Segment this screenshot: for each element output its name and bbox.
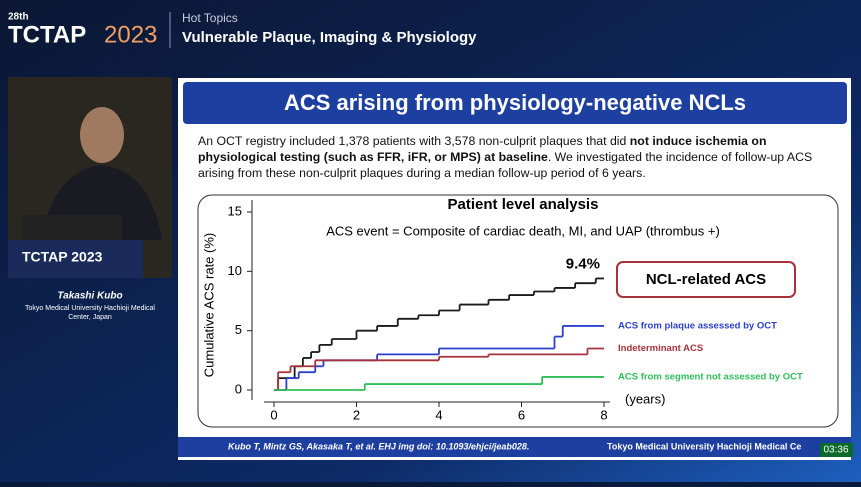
y-tick-label: 10 [228, 263, 242, 278]
intro-segment: . We investigated the incidence of follo… [198, 150, 813, 180]
x-tick-label: 8 [600, 407, 607, 422]
slide-title-bar [183, 82, 847, 124]
brand: TCTAP [8, 21, 86, 48]
x-tick-label: 0 [270, 407, 277, 422]
laptop [22, 215, 122, 243]
x-tick-label: 4 [435, 407, 442, 422]
annotation: 9.4% [566, 255, 600, 272]
citation: Kubo T, Mintz GS, Akasaka T, et al. EHJ … [228, 441, 529, 451]
x-tick-label: 6 [518, 407, 525, 422]
plot: 0 5 10 15 0 2 4 6 8 9.4% ACS from plaque assessed … [228, 200, 803, 422]
chart-subtitle: ACS event = Composite of cardiac death, … [326, 223, 720, 238]
intro-box: An OCT registry included 1,378 patients … [198, 133, 838, 181]
session: Vulnerable Plaque, Imaging & Physiology [182, 29, 477, 46]
legend-label: ACS from segment not assessed by OCT [618, 371, 803, 382]
legend-label: Indeterminant ACS [618, 343, 703, 354]
year: 2023 [104, 21, 157, 48]
y-tick-label: 0 [235, 381, 242, 396]
institution: Tokyo Medical University Hachioji Medica… [607, 441, 801, 451]
y-tick-label: 5 [235, 322, 242, 337]
intro-segment: not induce ischemia on physiological tes… [198, 134, 767, 164]
callout: NCL-related ACS [646, 271, 766, 288]
podium [8, 240, 143, 278]
speaker-name: Takashi Kubo [57, 291, 122, 302]
edition: 28th [8, 12, 29, 23]
speaker-affiliation: Tokyo Medical University Hachioji Medica… [25, 305, 155, 321]
speaker-head [80, 107, 124, 163]
y-axis-label: Cumulative ACS rate (%) [201, 233, 216, 378]
intro-segment: An OCT registry included 1,378 patients … [198, 134, 630, 148]
y-tick-label: 15 [228, 203, 242, 218]
affiliation-box: Tokyo Medical University Hachioji Medica… [25, 305, 155, 321]
footer-bar [178, 437, 851, 457]
podium-logo: TCTAP 2023 [22, 249, 103, 265]
slide-title: ACS arising from physiology-negative NCL… [284, 90, 746, 115]
chart-title: Patient level analysis [448, 196, 599, 213]
legend-label: ACS from plaque assessed by OCT [618, 320, 777, 331]
x-tick-label: 2 [353, 407, 360, 422]
section: Hot Topics [182, 11, 238, 25]
intro: An OCT registry included 1,378 patients … [198, 133, 838, 181]
x-axis-label: (years) [625, 391, 665, 406]
callout-box [616, 261, 796, 298]
timer: 03:36 [823, 445, 848, 456]
timer-box [820, 443, 853, 457]
chart-frame [197, 194, 839, 428]
